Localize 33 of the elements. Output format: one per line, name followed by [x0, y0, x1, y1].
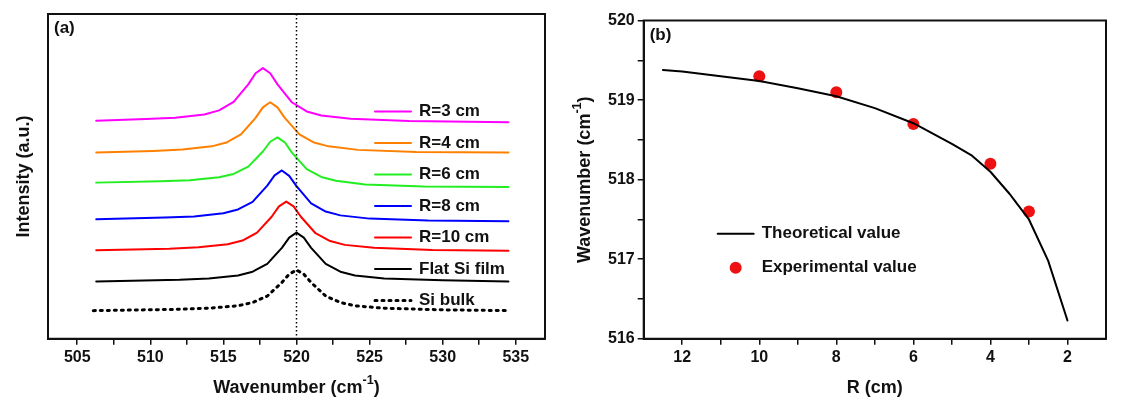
legend-label: Flat Si film — [419, 258, 505, 278]
x-tick-label: 2 — [1063, 347, 1073, 365]
x-tick-label: 10 — [750, 347, 769, 365]
legend-label: Si bulk — [419, 290, 476, 310]
y-tick-label: 516 — [607, 329, 635, 347]
x-tick-label: 530 — [429, 347, 457, 365]
text: (a) — [54, 18, 75, 38]
legend-label: R=4 cm — [419, 132, 480, 152]
x-tick-label: 4 — [985, 347, 995, 365]
x-tick-label: 535 — [502, 347, 530, 365]
x-tick-label: 510 — [136, 347, 164, 365]
y-axis-title: Intensity (a.u.) — [12, 115, 33, 238]
point — [984, 157, 997, 170]
legend-label: Theoretical value — [761, 223, 901, 243]
y-axis-title: Wavenumber (cm-1) — [570, 96, 594, 263]
legend-label: R=8 cm — [419, 195, 480, 215]
x-tick-label: 12 — [673, 347, 692, 365]
x-tick-label: 525 — [356, 347, 384, 365]
y-tick-label: 517 — [607, 249, 635, 267]
y-tick-label: 520 — [607, 11, 635, 29]
y-tick-label: 518 — [607, 170, 635, 188]
y-tick-label: 519 — [607, 90, 635, 108]
x-tick-label: 515 — [210, 347, 237, 365]
legend-label: R=10 cm — [419, 227, 490, 247]
annotation: (b) — [649, 24, 672, 44]
x-tick-label: 505 — [63, 347, 91, 365]
legend-label: Experimental value — [761, 257, 917, 277]
legend-label: R=6 cm — [419, 164, 480, 184]
x-axis-title: R (cm) — [846, 376, 903, 397]
x-tick-label: 520 — [283, 347, 310, 365]
x-tick-label: 6 — [908, 347, 918, 365]
x-tick-label: 8 — [831, 347, 841, 365]
legend-label: R=3 cm — [419, 101, 480, 121]
